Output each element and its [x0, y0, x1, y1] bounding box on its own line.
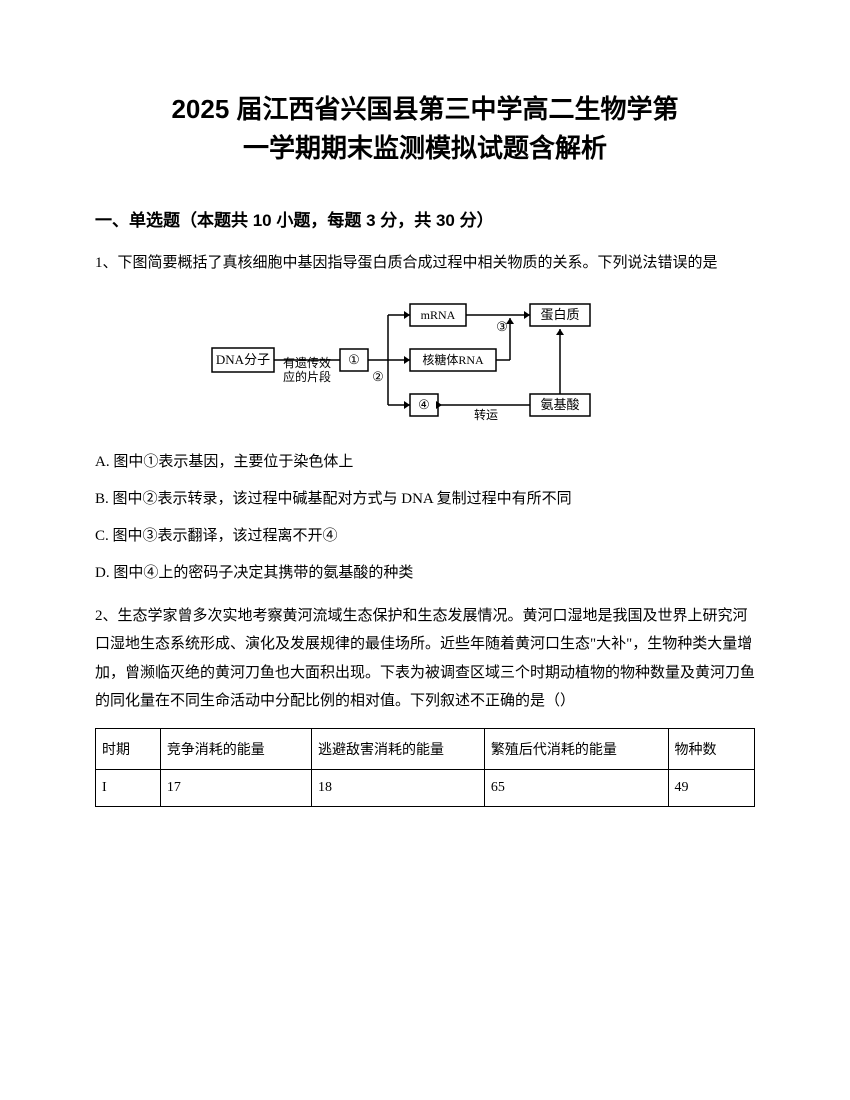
q2-table: 时期 竞争消耗的能量 逃避敌害消耗的能量 繁殖后代消耗的能量 物种数 I 17 … — [95, 728, 755, 807]
q1-options: A. 图中①表示基因，主要位于染色体上 B. 图中②表示转录，该过程中碱基配对方… — [95, 446, 755, 590]
section-header: 一、单选题（本题共 10 小题，每题 3 分，共 30 分） — [95, 206, 755, 231]
q1-opt-b: B. 图中②表示转录，该过程中碱基配对方式与 DNA 复制过程中有所不同 — [95, 483, 755, 516]
q1-opt-a: A. 图中①表示基因，主要位于染色体上 — [95, 446, 755, 479]
cell-species: 49 — [668, 769, 754, 806]
box-aa: 氨基酸 — [540, 397, 579, 412]
circle3: ③ — [496, 319, 508, 334]
title-line-1: 2025 届江西省兴国县第三中学高二生物学第 — [95, 90, 755, 129]
table-header-row: 时期 竞争消耗的能量 逃避敌害消耗的能量 繁殖后代消耗的能量 物种数 — [96, 728, 755, 769]
cell-reproduce: 65 — [484, 769, 668, 806]
th-species: 物种数 — [668, 728, 754, 769]
th-reproduce: 繁殖后代消耗的能量 — [484, 728, 668, 769]
box-dna: DNA分子 — [216, 352, 270, 367]
box-protein: 蛋白质 — [540, 307, 579, 322]
circle2: ② — [372, 369, 384, 384]
cell-period: I — [96, 769, 161, 806]
circle4: ④ — [418, 397, 430, 412]
q2-stem: 2、生态学家曾多次实地考察黄河流域生态保护和生态发展情况。黄河口湿地是我国及世界… — [95, 602, 755, 716]
box-mrna: mRNA — [421, 308, 456, 322]
box-rrna: 核糖体RNA — [422, 352, 484, 367]
label-transport: 转运 — [474, 407, 498, 422]
th-escape: 逃避敌害消耗的能量 — [312, 728, 485, 769]
cell-compete: 17 — [160, 769, 311, 806]
q1-opt-d: D. 图中④上的密码子决定其携带的氨基酸的种类 — [95, 557, 755, 590]
q1-stem: 1、下图简要概括了真核细胞中基因指导蛋白质合成过程中相关物质的关系。下列说法错误… — [95, 249, 755, 278]
exam-title: 2025 届江西省兴国县第三中学高二生物学第 一学期期末监测模拟试题含解析 — [95, 90, 755, 168]
label-seg2: 应的片段 — [283, 369, 331, 384]
q1-opt-c: C. 图中③表示翻译，该过程离不开④ — [95, 520, 755, 553]
th-compete: 竞争消耗的能量 — [160, 728, 311, 769]
circle1: ① — [348, 352, 360, 367]
cell-escape: 18 — [312, 769, 485, 806]
table-row: I 17 18 65 49 — [96, 769, 755, 806]
label-seg1: 有遗传效 — [283, 355, 331, 370]
th-period: 时期 — [96, 728, 161, 769]
title-line-2: 一学期期末监测模拟试题含解析 — [95, 129, 755, 168]
q1-diagram: DNA分子 有遗传效 应的片段 ① ② mRNA 核糖体RNA ④ ③ 蛋白质 — [95, 293, 755, 428]
